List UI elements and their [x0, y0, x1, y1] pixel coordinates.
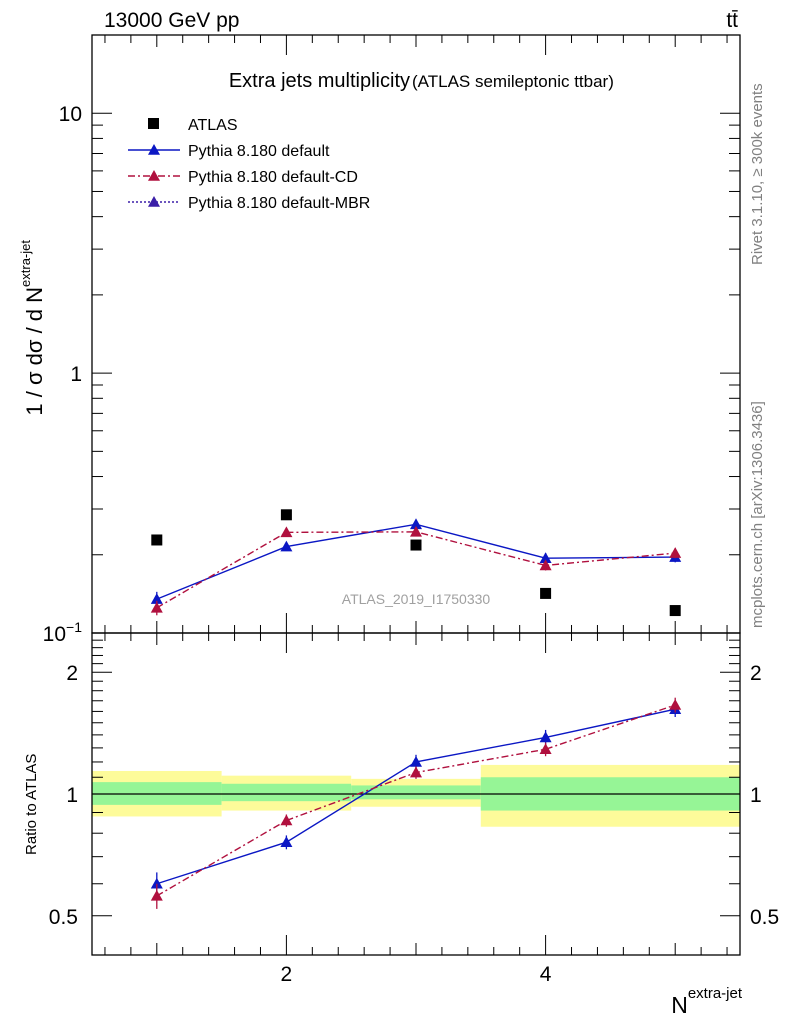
ratio-y-tick-label-right: 1 — [750, 784, 762, 807]
ratio-y-axis-label: Ratio to ATLAS — [23, 754, 40, 855]
series-marker — [669, 547, 682, 558]
y-tick-label: 1 — [70, 363, 82, 386]
main-series — [150, 509, 682, 617]
legend: ATLAS Pythia 8.180 default Pythia 8.180 de… — [128, 117, 370, 212]
axis-ticks — [92, 34, 740, 956]
ratio-marker — [150, 877, 163, 889]
atlas-data-point — [410, 539, 422, 551]
x-axis-label: Nextra-jet — [671, 985, 743, 1018]
x-tick-label: 2 — [281, 963, 293, 986]
series-marker — [539, 552, 552, 564]
series-marker — [150, 601, 163, 613]
ratio-band-green — [221, 783, 352, 802]
y-axis-label: 1 / σ dσ / d Nextra-jet — [18, 240, 47, 416]
series-line — [156, 531, 676, 609]
atlas-data-point — [669, 605, 681, 617]
ratio-marker — [539, 731, 552, 743]
atlas-data-point — [540, 587, 552, 599]
ratio-marker — [150, 889, 163, 901]
axis-tick-labels: 2 4 10−1 1 10 0.5 0.5 1 1 2 2 — [43, 103, 780, 986]
chart-title: Extra jets multiplicity — [229, 70, 410, 92]
analysis-watermark: ATLAS_2019_I1750330 — [342, 591, 491, 607]
process-label: tt̄ — [726, 9, 738, 32]
series-marker — [410, 525, 422, 537]
ratio-marker — [280, 814, 293, 826]
ratio-marker — [410, 766, 422, 778]
legend-marker — [148, 144, 160, 155]
atlas-data-point — [280, 509, 292, 521]
series-marker — [280, 526, 293, 538]
legend-label: Pythia 8.180 default-MBR — [188, 195, 370, 212]
y-tick-label: 10−1 — [43, 619, 83, 646]
ratio-marker — [280, 836, 293, 848]
series-marker — [539, 559, 552, 571]
ratio-y-tick-label-left: 2 — [66, 662, 78, 685]
energy-label: 13000 GeV pp — [104, 9, 239, 32]
series-marker — [150, 593, 163, 604]
ratio-band-green — [351, 785, 481, 800]
series-marker — [410, 518, 422, 530]
legend-label: Pythia 8.180 default-CD — [188, 169, 358, 186]
chart-subtitle: (ATLAS semileptonic ttbar) — [412, 72, 614, 91]
ratio-marker — [410, 755, 422, 767]
ratio-series — [150, 697, 682, 909]
legend-label: Pythia 8.180 default — [188, 143, 330, 160]
legend-marker-atlas — [148, 118, 159, 129]
ratio-y-tick-label-left: 1 — [66, 784, 78, 807]
series-marker — [280, 540, 293, 552]
ratio-y-tick-label-right: 0.5 — [750, 906, 779, 929]
legend-label: ATLAS — [188, 117, 238, 134]
ratio-marker — [539, 743, 552, 755]
atlas-data-point — [151, 534, 163, 546]
ratio-marker — [669, 698, 682, 710]
x-tick-label: 4 — [540, 963, 552, 986]
ratio-y-tick-label-right: 2 — [750, 662, 762, 685]
ratio-y-tick-label-left: 0.5 — [49, 906, 78, 929]
rivet-label: Rivet 3.1.10, ≥ 300k events — [749, 83, 766, 265]
legend-marker — [148, 196, 160, 207]
mcplots-label: mcplots.cern.ch [arXiv:1306.3436] — [749, 401, 766, 628]
legend-marker — [148, 170, 160, 181]
y-tick-label: 10 — [59, 103, 82, 126]
